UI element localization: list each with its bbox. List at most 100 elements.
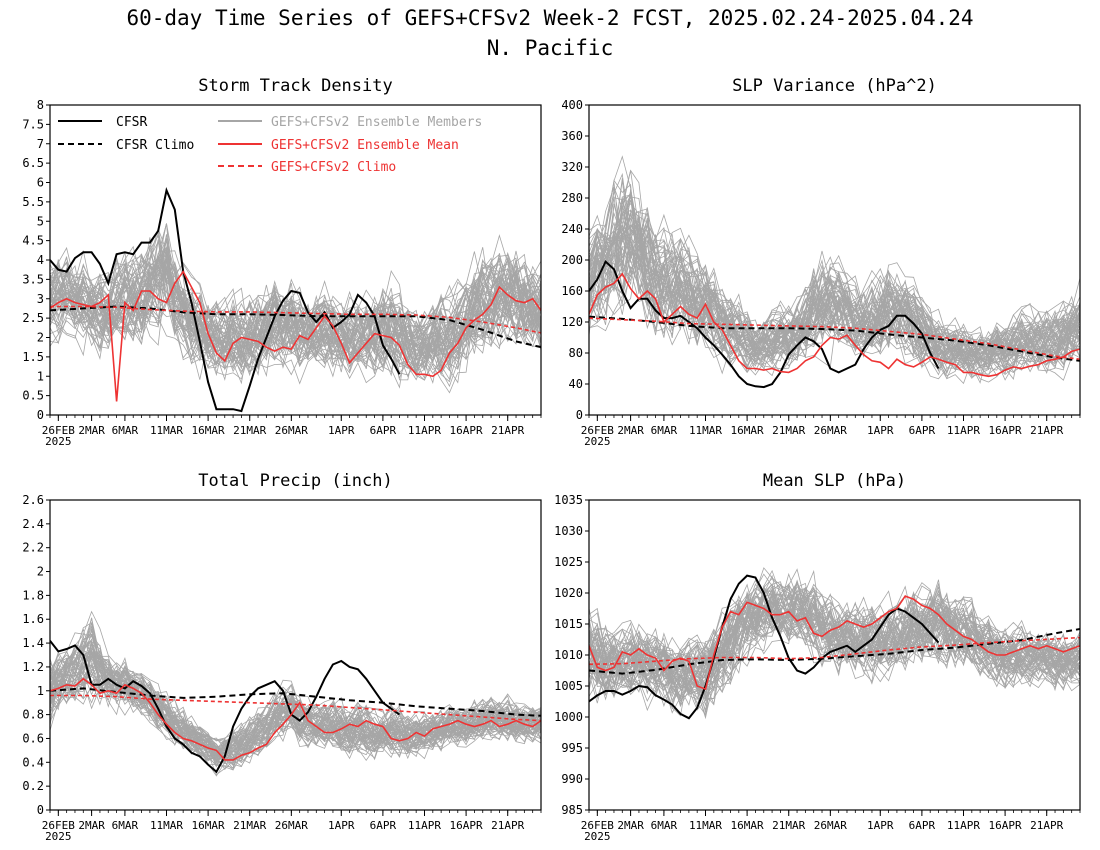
legend-gefs-climo-label: GEFS+CFSv2 Climo <box>271 160 396 175</box>
panel-title: Storm Track Density <box>198 76 392 96</box>
plot-area <box>50 186 541 413</box>
x-tick-label: 26FEB <box>581 424 614 437</box>
y-tick-label: 2.5 <box>22 311 44 325</box>
ensemble-member-line <box>589 592 1080 685</box>
series-line-gefs-cfsv2-climo <box>50 694 541 722</box>
ensemble-member-line <box>50 227 541 368</box>
y-tick-label: 320 <box>561 160 583 174</box>
x-tick-label: 11MAR <box>689 424 722 437</box>
plot-area <box>589 567 1080 720</box>
x-tick-label: 21APR <box>491 819 524 832</box>
x-tick-label: 21MAR <box>233 819 266 832</box>
series-line-cfsr <box>589 259 940 389</box>
ensemble-member-line <box>50 643 541 764</box>
y-tick-label: 2.4 <box>22 517 44 531</box>
y-tick-label: 7.5 <box>22 117 44 131</box>
x-tick-label: 16APR <box>450 424 483 437</box>
x-tick-label: 6MAR <box>651 424 678 437</box>
series-line-gefs-cfsv2-ensemble-mean <box>589 595 1080 691</box>
x-tick-label: 2MAR <box>78 424 105 437</box>
x-tick-label: 26FEB <box>42 819 75 832</box>
series-line-cfsr-climo <box>50 687 541 717</box>
y-tick-label: 3.5 <box>22 272 44 286</box>
y-tick-label: 1.2 <box>22 660 44 674</box>
y-tick-label: 2.2 <box>22 541 44 555</box>
panel-2: SLP Variance (hPa^2) 0 40 80 120 160 200 240 280… <box>561 76 1081 448</box>
x-tick-label: 21APR <box>491 424 524 437</box>
x-tick-label: 16MAR <box>731 819 764 832</box>
ensemble-member-line <box>589 169 1080 369</box>
x-year-label: 2025 <box>584 830 611 843</box>
x-tick-label: 16MAR <box>731 424 764 437</box>
ensemble-member-line <box>50 639 541 755</box>
x-tick-label: 11MAR <box>150 424 183 437</box>
legend-cfsr-label: CFSR <box>116 115 147 130</box>
series-line-cfsr-climo <box>589 315 1080 362</box>
x-tick-label: 2MAR <box>78 819 105 832</box>
y-tick-label: 1.4 <box>22 636 44 650</box>
series-line-cfsr <box>50 186 401 413</box>
x-tick-label: 6MAR <box>112 424 139 437</box>
y-tick-label: 1035 <box>554 493 583 507</box>
figure-subtitle: N. Pacific <box>487 36 613 60</box>
y-tick-label: 280 <box>561 191 583 205</box>
x-tick-label: 6APR <box>909 424 936 437</box>
plot-frame <box>49 499 542 811</box>
y-tick-label: 995 <box>561 741 583 755</box>
panel-3: Total Precip (inch) 0 0.2 0.4 0.6 0.8 1 1.2 1.4 1… <box>22 471 542 843</box>
y-tick-label: 1.5 <box>22 350 44 364</box>
y-tick-label: 1030 <box>554 524 583 538</box>
x-tick-label: 16MAR <box>192 819 225 832</box>
x-tick-label: 16APR <box>450 819 483 832</box>
panel-1: Storm Track Density 0 0.5 1 1.5 2 2.5 3 3.5 4 4.5 5… <box>22 76 542 448</box>
x-tick-label: 16MAR <box>192 424 225 437</box>
y-tick-label: 990 <box>561 772 583 786</box>
x-tick-label: 26MAR <box>814 424 847 437</box>
y-tick-label: 0.8 <box>22 708 44 722</box>
ensemble-member-line <box>589 222 1080 383</box>
x-tick-label: 11APR <box>408 819 441 832</box>
series-line-cfsr <box>589 574 940 720</box>
x-tick-label: 6APR <box>909 819 936 832</box>
ensemble-member-line <box>50 248 541 381</box>
plot-area <box>50 610 541 777</box>
y-tick-label: 985 <box>561 803 583 817</box>
y-tick-label: 0.6 <box>22 731 44 745</box>
x-tick-label: 2MAR <box>617 819 644 832</box>
y-tick-label: 1025 <box>554 555 583 569</box>
ensemble-member-line <box>589 218 1080 376</box>
legend-ens-mean-label: GEFS+CFSv2 Ensemble Mean <box>271 138 459 153</box>
x-tick-label: 1APR <box>328 819 355 832</box>
y-tick-label: 0.4 <box>22 755 44 769</box>
ensemble-member-line <box>589 580 1080 707</box>
x-tick-label: 26MAR <box>814 819 847 832</box>
y-tick-label: 1.6 <box>22 612 44 626</box>
ensemble-member-line <box>50 254 541 381</box>
x-tick-label: 26MAR <box>275 424 308 437</box>
series-line-gefs-cfsv2-ensemble-mean <box>589 272 1080 378</box>
y-tick-label: 4 <box>37 253 44 267</box>
y-tick-label: 1015 <box>554 617 583 631</box>
legend: CFSR CFSR Climo GEFS+CFSv2 Ensemble Memb… <box>58 115 482 175</box>
legend-cfsr-climo-label: CFSR Climo <box>116 138 194 153</box>
ensemble-member-line <box>50 636 541 753</box>
y-tick-label: 1 <box>37 369 44 383</box>
y-tick-label: 0 <box>576 408 583 422</box>
x-tick-label: 6MAR <box>112 819 139 832</box>
ensemble-member-line <box>589 604 1080 690</box>
panel-title: Mean SLP (hPa) <box>763 471 906 491</box>
y-tick-label: 1010 <box>554 648 583 662</box>
x-tick-label: 6APR <box>370 819 397 832</box>
ensemble-member-line <box>589 235 1080 378</box>
panel-title: SLP Variance (hPa^2) <box>732 76 937 96</box>
x-year-label: 2025 <box>45 435 72 448</box>
y-tick-label: 1020 <box>554 586 583 600</box>
ensemble-member-line <box>50 250 541 384</box>
y-tick-label: 1005 <box>554 679 583 693</box>
series-line-gefs-cfsv2-climo <box>50 305 541 334</box>
y-tick-label: 1 <box>37 684 44 698</box>
x-tick-label: 11APR <box>408 424 441 437</box>
x-tick-label: 21MAR <box>772 424 805 437</box>
ensemble-member-line <box>50 253 541 371</box>
